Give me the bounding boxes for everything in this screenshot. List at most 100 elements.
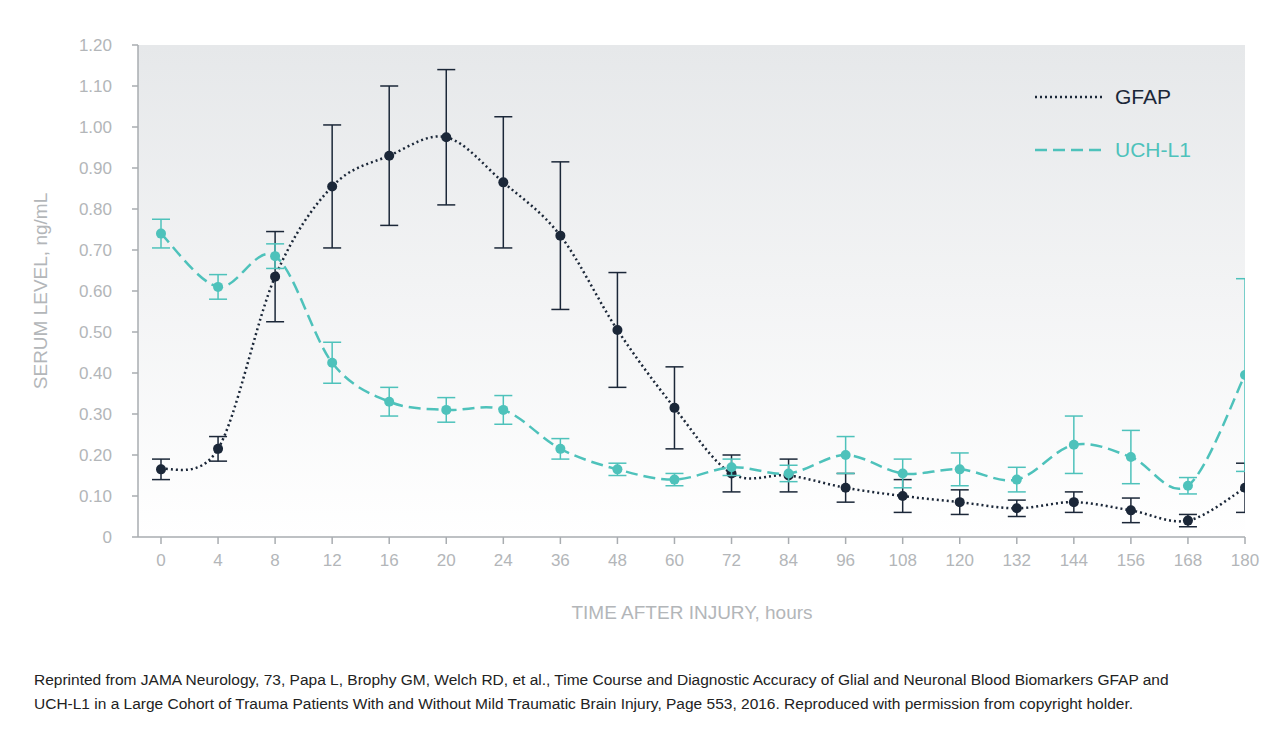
x-tick-label: 180 — [1231, 551, 1259, 570]
x-tick — [503, 537, 505, 544]
y-tick-label: 0.60 — [79, 282, 112, 301]
y-tick — [132, 372, 138, 374]
x-tick-label: 72 — [722, 551, 741, 570]
y-tick-label: 0.50 — [79, 323, 112, 342]
x-tick-label: 108 — [888, 551, 916, 570]
error-bar — [608, 273, 626, 388]
data-point — [1126, 505, 1136, 515]
legend-swatch — [1035, 149, 1102, 152]
x-tick-label: 132 — [1003, 551, 1031, 570]
data-point — [270, 272, 280, 282]
data-point — [270, 251, 280, 261]
error-bar — [894, 459, 912, 488]
error-bar — [380, 86, 398, 225]
x-tick — [446, 537, 448, 544]
data-point — [955, 464, 965, 474]
data-point — [498, 177, 508, 187]
y-tick — [132, 454, 138, 456]
plot-background — [138, 45, 1245, 537]
series-line — [161, 136, 1245, 521]
x-tick-label: 120 — [946, 551, 974, 570]
x-tick — [160, 537, 162, 544]
error-bar — [837, 473, 855, 502]
error-bar — [951, 490, 969, 515]
data-point — [555, 444, 565, 454]
error-bar — [266, 232, 284, 322]
y-tick-label: 0.10 — [79, 487, 112, 506]
y-tick — [132, 249, 138, 251]
x-tick-label: 36 — [551, 551, 570, 570]
x-tick-label: 0 — [156, 551, 165, 570]
data-point — [1183, 481, 1193, 491]
y-tick — [132, 208, 138, 210]
x-tick — [959, 537, 961, 544]
data-point — [498, 405, 508, 415]
y-axis-label: SERUM LEVEL, ng/mL — [30, 193, 51, 389]
data-point — [1240, 370, 1245, 380]
data-point — [898, 468, 908, 478]
error-bar — [437, 70, 455, 205]
data-point — [213, 282, 223, 292]
x-tick-label: 48 — [608, 551, 627, 570]
error-bar — [1008, 500, 1026, 516]
y-tick-label: 1.00 — [79, 118, 112, 137]
data-point — [1012, 503, 1022, 513]
data-point — [784, 468, 794, 478]
x-tick-label: 156 — [1117, 551, 1145, 570]
data-point — [727, 462, 737, 472]
error-bar — [780, 465, 798, 481]
data-point — [1126, 452, 1136, 462]
y-tick-label: 0.20 — [79, 446, 112, 465]
data-point — [327, 181, 337, 191]
error-bar — [1065, 492, 1083, 513]
error-bar — [723, 455, 741, 492]
x-tick — [1016, 537, 1018, 544]
data-point — [384, 397, 394, 407]
legend-label: UCH-L1 — [1115, 138, 1191, 161]
x-axis-label: TIME AFTER INJURY, hours — [571, 602, 812, 623]
error-bar — [494, 117, 512, 248]
error-bar — [323, 342, 341, 383]
error-bar — [1236, 279, 1245, 472]
x-tick — [217, 537, 219, 544]
y-tick-label: 1.20 — [79, 36, 112, 55]
x-tick-label: 60 — [665, 551, 684, 570]
x-tick-label: 96 — [836, 551, 855, 570]
error-bar — [1122, 430, 1140, 483]
error-bar — [152, 219, 170, 248]
error-bar — [1065, 416, 1083, 473]
data-point — [1183, 516, 1193, 526]
error-bar — [494, 396, 512, 425]
data-point — [1240, 483, 1245, 493]
data-point — [841, 450, 851, 460]
x-tick — [1073, 537, 1075, 544]
x-tick — [845, 537, 847, 544]
data-point — [213, 444, 223, 454]
data-point — [612, 325, 622, 335]
error-bar — [665, 367, 683, 449]
x-tick — [1130, 537, 1132, 544]
data-point — [669, 475, 679, 485]
x-tick-label: 84 — [779, 551, 798, 570]
x-tick — [617, 537, 619, 544]
x-tick-label: 20 — [437, 551, 456, 570]
data-point — [384, 151, 394, 161]
error-bar — [1236, 463, 1245, 512]
x-tick — [1244, 537, 1246, 544]
error-bar — [437, 398, 455, 423]
y-tick — [132, 331, 138, 333]
x-tick-label: 168 — [1174, 551, 1202, 570]
chart: 00.100.200.300.400.500.600.700.800.901.0… — [0, 0, 1280, 650]
data-point — [898, 491, 908, 501]
x-tick — [560, 537, 562, 544]
error-bar — [1179, 514, 1197, 526]
y-tick — [132, 167, 138, 169]
y-tick-label: 1.10 — [79, 77, 112, 96]
x-tick — [388, 537, 390, 544]
data-point — [156, 229, 166, 239]
y-tick — [132, 126, 138, 128]
data-point — [841, 483, 851, 493]
x-tick-label: 12 — [323, 551, 342, 570]
x-tick — [788, 537, 790, 544]
error-bar — [551, 439, 569, 460]
